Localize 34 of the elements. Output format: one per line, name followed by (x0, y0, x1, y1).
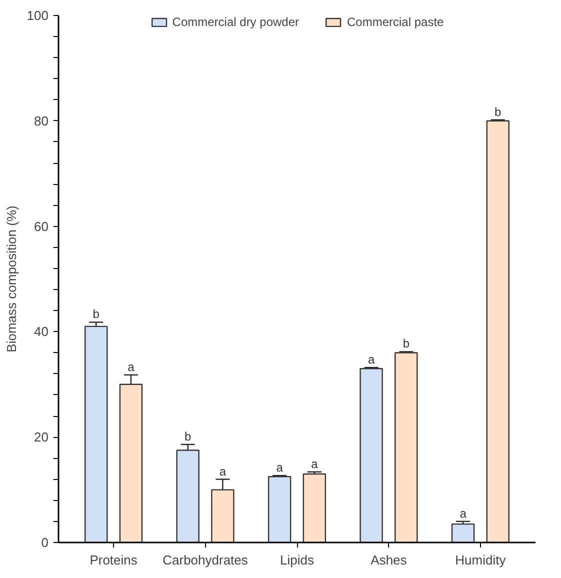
annotation: b (184, 429, 192, 444)
annotation: a (219, 464, 226, 478)
bar (451, 523, 475, 542)
annotation: b (92, 307, 100, 322)
annotation: b (402, 336, 410, 351)
x-tick-label: Humidity (455, 552, 506, 568)
annotation: a (311, 456, 318, 471)
x-tick-label: Proteins (90, 552, 138, 568)
x-tick-label: Carbohydrates (162, 552, 248, 568)
bar (176, 450, 200, 542)
bar (302, 473, 326, 542)
y-tick-label: 40 (34, 324, 49, 340)
y-tick-label: 0 (41, 535, 49, 550)
legend-label: Commercial dry powder (172, 15, 299, 29)
bar (211, 489, 234, 542)
bar (486, 120, 510, 542)
annotation: b (494, 104, 502, 119)
y-tick-label: 100 (26, 8, 49, 23)
bar (84, 326, 108, 542)
annotation: a (128, 360, 135, 374)
annotation: a (276, 460, 284, 475)
y-axis-title: Biomass composition (%) (4, 206, 19, 352)
annotation: a (460, 506, 467, 520)
x-tick-label: Lipids (280, 552, 314, 568)
bar (119, 384, 143, 542)
annotation: a (368, 352, 375, 367)
bar (360, 368, 383, 542)
y-tick-label: 20 (34, 430, 49, 445)
bar (268, 476, 292, 542)
legend-label: Commercial paste (347, 15, 444, 29)
y-tick-label: 80 (34, 113, 49, 128)
bar (394, 352, 418, 542)
x-tick-label: Ashes (370, 552, 408, 568)
y-tick-label: 60 (34, 218, 49, 234)
